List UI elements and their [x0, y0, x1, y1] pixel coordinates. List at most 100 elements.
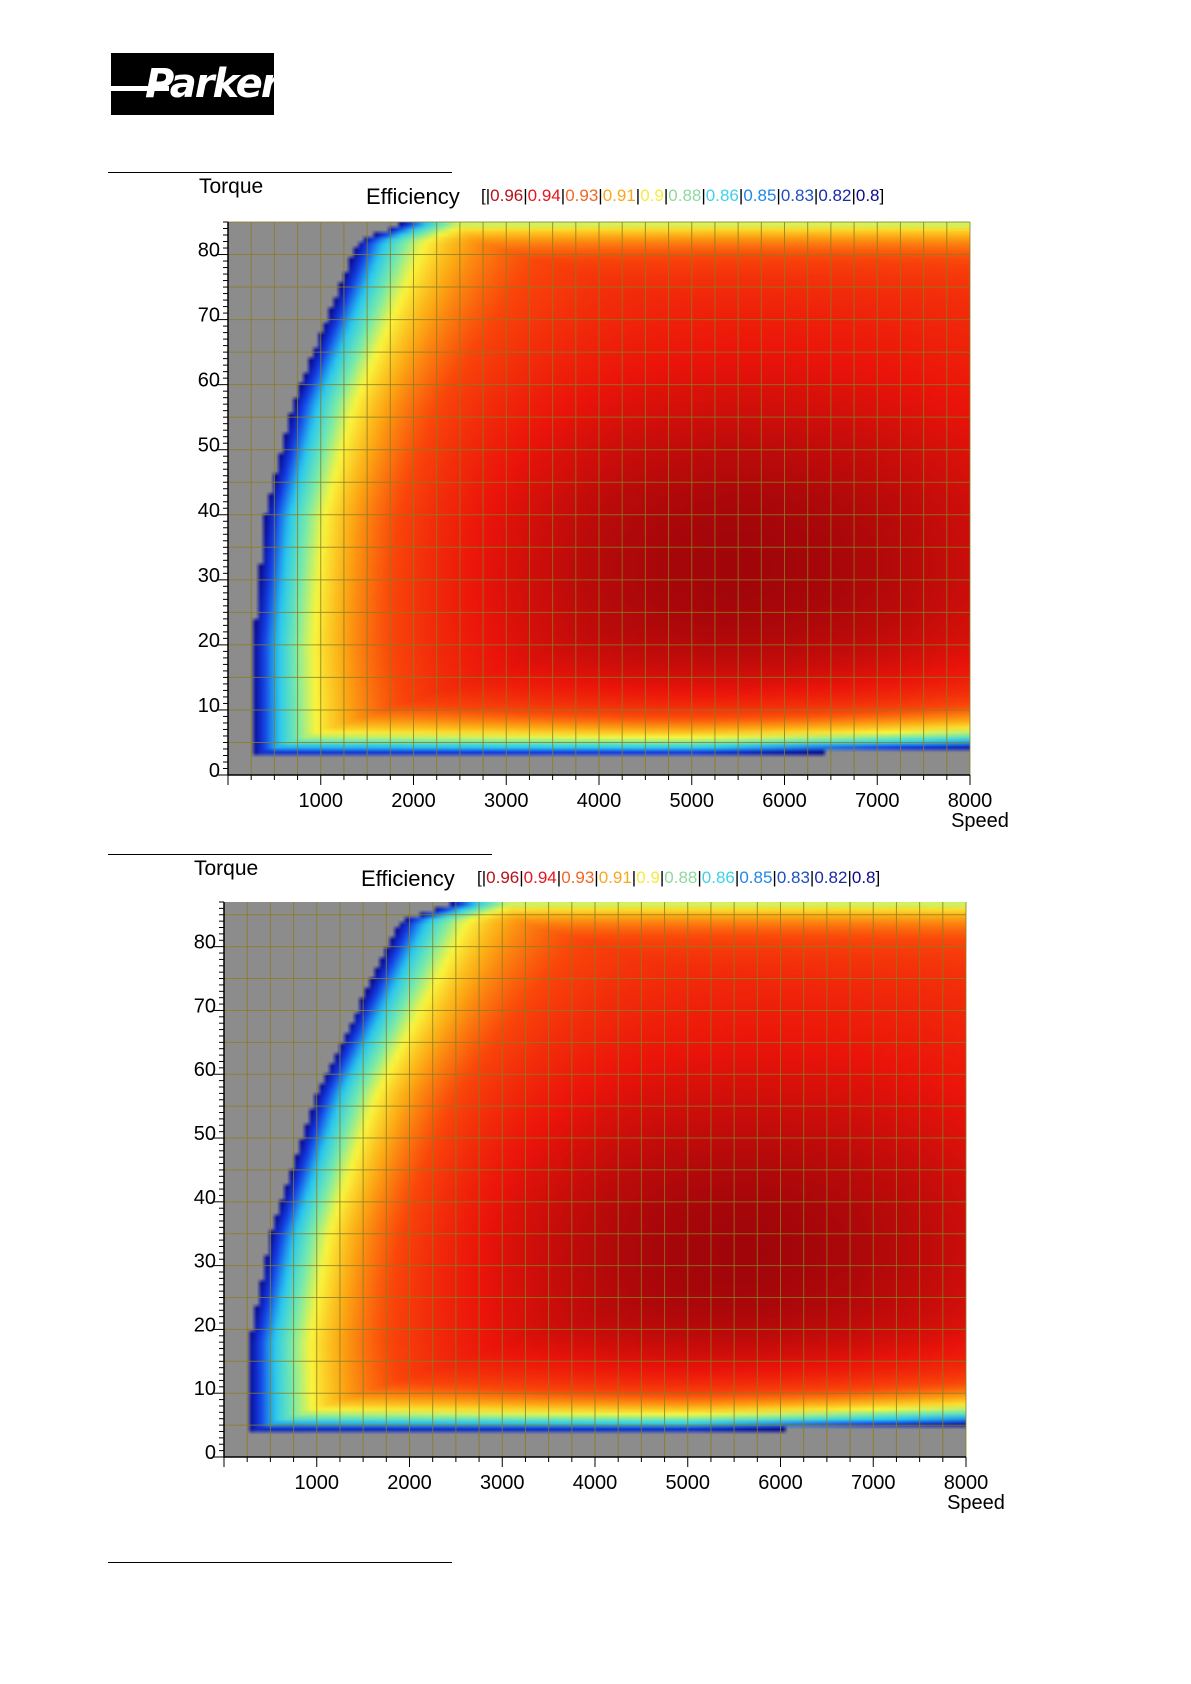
- plot-area: 0 10 20 30 40 50 60 70 80 1000 2000 3000 4000 5000 600…: [194, 901, 1005, 1514]
- legend-separator: |: [594, 868, 599, 887]
- legend-entry: 0.94: [527, 186, 561, 205]
- legend-separator: |: [809, 868, 815, 887]
- logo-bar: [111, 86, 169, 91]
- x-tick-label: 2000: [387, 1472, 432, 1494]
- x-axis-label: Speed: [951, 810, 1009, 832]
- y-tick-label: 80: [194, 932, 216, 954]
- x-tick-label: 8000: [944, 1472, 989, 1494]
- legend-separator: |: [635, 186, 641, 205]
- y-tick-label: 20: [198, 630, 220, 652]
- legend-separator: |: [813, 186, 819, 205]
- logo-text: Parker: [145, 61, 274, 107]
- x-tick-label: 3000: [484, 790, 529, 812]
- legend-entry: 0.86: [705, 186, 739, 205]
- legend-open-bracket: [: [477, 868, 482, 887]
- parker-logo: Parker: [111, 53, 274, 115]
- legend-separator: |: [847, 868, 852, 887]
- legend-entry: 0.91: [598, 868, 632, 887]
- legend-separator: |: [851, 186, 856, 205]
- y-tick-label: 80: [198, 240, 220, 262]
- x-tick-label: 7000: [851, 1472, 896, 1494]
- x-tick-label: 6000: [762, 790, 807, 812]
- legend-entry: 0.85: [739, 868, 773, 887]
- y-tick-label: 70: [198, 305, 220, 327]
- legend-separator: |: [481, 868, 487, 887]
- legend-entry: 0.93: [565, 186, 599, 205]
- x-tick-label: 4000: [573, 1472, 618, 1494]
- legend-close-bracket: ]: [875, 868, 881, 887]
- legend-entry: 0.91: [602, 186, 636, 205]
- x-axis-label: Speed: [947, 1492, 1005, 1514]
- x-tick-label: 3000: [480, 1472, 525, 1494]
- y-tick-label: 40: [198, 500, 220, 522]
- plot-area: 0 10 20 30 40 50 60 70 80 1000 2000 3000 4000 5000 600…: [198, 221, 1009, 832]
- legend-separator: |: [701, 186, 706, 205]
- legend-entry: 0.9: [640, 186, 664, 205]
- x-tick-label: 2000: [391, 790, 436, 812]
- legend-separator: |: [519, 868, 524, 887]
- legend-title: Efficiency: [361, 866, 455, 891]
- legend-separator: |: [738, 186, 744, 205]
- x-tick-label: 1000: [299, 790, 344, 812]
- legend-entry: 0.8: [855, 186, 880, 205]
- top-rule-1: [108, 172, 452, 173]
- efficiency-legend: [|0.96|0.94|0.93|0.91|0.9|0.88|0.86|0.85…: [477, 868, 880, 888]
- y-tick-label: 50: [194, 1123, 216, 1145]
- y-axis-label: Torque: [199, 175, 264, 198]
- legend-entry: 0.88: [664, 868, 698, 887]
- legend-separator: |: [631, 868, 637, 887]
- legend-open-bracket: [: [481, 186, 486, 205]
- legend-entry: 0.96: [486, 868, 520, 887]
- legend-separator: |: [523, 186, 528, 205]
- y-tick-label: 0: [205, 1442, 216, 1464]
- legend-separator: |: [598, 186, 603, 205]
- legend-separator: |: [556, 868, 562, 887]
- x-tick-label: 5000: [670, 790, 715, 812]
- efficiency-map-chart-1: Torque Efficiency [|0.96|0.94|0.93|0.91|…: [100, 172, 1060, 852]
- legend-separator: |: [560, 186, 566, 205]
- efficiency-legend: [|0.96|0.94|0.93|0.91|0.9|0.88|0.86|0.85…: [481, 186, 884, 206]
- legend-entry: 0.88: [668, 186, 702, 205]
- legend-entry: 0.9: [636, 868, 660, 887]
- efficiency-map-chart-2: Torque Efficiency [|0.96|0.94|0.93|0.91|…: [100, 854, 1060, 1534]
- legend-separator: |: [659, 868, 665, 887]
- x-tick-label: 6000: [758, 1472, 803, 1494]
- y-tick-label: 40: [194, 1187, 216, 1209]
- legend-entry: 0.94: [523, 868, 557, 887]
- x-tick-label: 8000: [948, 790, 993, 812]
- legend-close-bracket: ]: [879, 186, 885, 205]
- x-tick-label: 4000: [577, 790, 622, 812]
- y-tick-label: 50: [198, 435, 220, 457]
- legend-separator: |: [697, 868, 702, 887]
- y-tick-label: 0: [209, 760, 220, 782]
- legend-entry: 0.86: [701, 868, 735, 887]
- legend-entry: 0.82: [818, 186, 852, 205]
- y-tick-label: 60: [198, 370, 220, 392]
- bottom-rule: [108, 1562, 452, 1563]
- y-axis-label: Torque: [194, 857, 259, 880]
- x-tick-label: 1000: [295, 1472, 340, 1494]
- y-tick-label: 20: [194, 1314, 216, 1336]
- legend-separator: |: [485, 186, 491, 205]
- y-tick-label: 30: [194, 1251, 216, 1273]
- y-tick-label: 10: [198, 695, 220, 717]
- y-tick-label: 60: [194, 1059, 216, 1081]
- top-rule-2: [108, 854, 492, 855]
- legend-separator: |: [663, 186, 669, 205]
- legend-entry: 0.8: [851, 868, 876, 887]
- y-tick-label: 10: [194, 1378, 216, 1400]
- legend-entry: 0.82: [814, 868, 848, 887]
- y-tick-label: 30: [198, 565, 220, 587]
- legend-entry: 0.96: [490, 186, 524, 205]
- legend-separator: |: [734, 868, 740, 887]
- y-tick-label: 70: [194, 995, 216, 1017]
- legend-separator: |: [772, 868, 777, 887]
- legend-separator: |: [776, 186, 781, 205]
- legend-entry: 0.93: [561, 868, 595, 887]
- legend-entry: 0.85: [743, 186, 777, 205]
- legend-entry: 0.83: [776, 868, 810, 887]
- x-tick-label: 5000: [666, 1472, 711, 1494]
- x-tick-label: 7000: [855, 790, 900, 812]
- legend-title: Efficiency: [366, 184, 460, 209]
- legend-entry: 0.83: [780, 186, 814, 205]
